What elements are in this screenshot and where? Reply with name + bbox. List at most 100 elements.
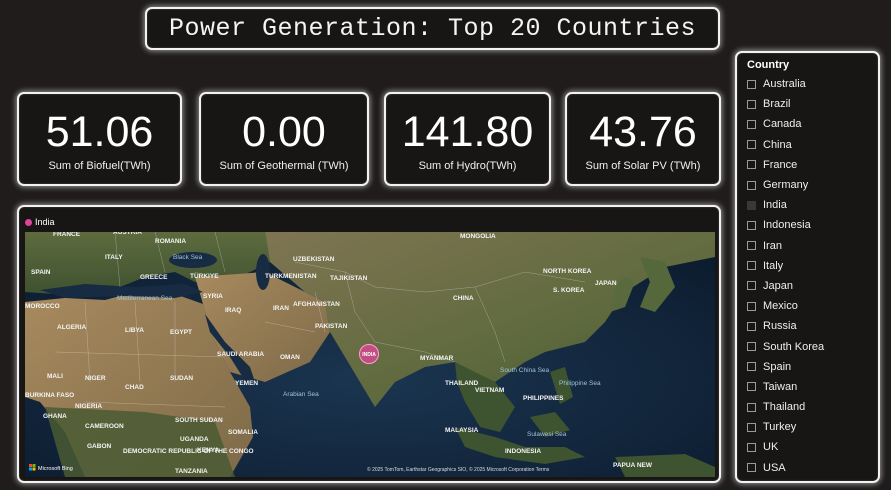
card-value: 43.76 [589,108,697,156]
map-label-arabian-sea: Arabian Sea [283,391,319,398]
checkbox-icon[interactable] [747,463,756,473]
map-label-iraq: IRAQ [225,307,241,314]
slicer-option-india[interactable]: India [747,195,878,215]
slicer-option-brazil[interactable]: Brazil [747,94,878,114]
map-label-syria: SYRIA [203,293,223,300]
card-hydro[interactable]: 141.80 Sum of Hydro(TWh) [384,92,551,186]
checkbox-icon[interactable] [747,301,756,311]
checkbox-icon[interactable] [747,281,756,291]
checkbox-icon[interactable] [747,160,756,170]
map-label-s-korea: S. KOREA [553,287,585,294]
slicer-option-mexico[interactable]: Mexico [747,296,878,316]
map-label-vietnam: VIETNAM [475,387,504,394]
slicer-option-italy[interactable]: Italy [747,256,878,276]
water-black-sea [169,252,217,268]
map-label-south-sudan: SOUTH SUDAN [175,417,223,424]
card-value: 141.80 [401,108,534,156]
slicer-option-canada[interactable]: Canada [747,114,878,134]
map-label-t-rkiye: TÜRKIYE [190,271,219,280]
checkbox-icon[interactable] [747,99,756,109]
checkbox-icon[interactable] [747,200,756,210]
map-label-mongolia: MONGOLIA [460,233,496,240]
checkbox-icon[interactable] [747,402,756,412]
checkbox-icon[interactable] [747,140,756,150]
bing-label: Microsoft Bing [38,466,73,472]
slicer-option-taiwan[interactable]: Taiwan [747,377,878,397]
checkbox-icon[interactable] [747,119,756,129]
map-canvas[interactable]: INDIA FRANCE AUSTRIA ROMANIA ITALY SPAIN GREE… [25,232,715,477]
map-place-labels: FRANCE AUSTRIA ROMANIA ITALY SPAIN GREECE TÜRK… [25,232,653,475]
map-label-nigeria: NIGERIA [75,403,102,410]
india-bubble[interactable] [359,344,379,364]
card-label: Sum of Geothermal (TWh) [219,160,349,172]
checkbox-icon[interactable] [747,180,756,190]
map-label-japan: JAPAN [595,280,617,287]
slicer-option-label: Indonesia [763,219,811,232]
satellite-map[interactable]: INDIA FRANCE AUSTRIA ROMANIA ITALY SPAIN GREE… [25,232,715,477]
slicer-option-japan[interactable]: Japan [747,276,878,296]
slicer-option-label: China [763,138,792,151]
map-label-france: FRANCE [53,232,81,238]
checkbox-icon[interactable] [747,362,756,372]
map-label-morocco: MOROCCO [25,303,60,310]
slicer-option-label: Mexico [763,300,798,313]
map-label-oman: OMAN [280,354,300,361]
map-label-china: CHINA [453,295,474,302]
land-asia [265,232,715,407]
land-central-africa [45,407,235,477]
checkbox-icon[interactable] [747,321,756,331]
map-label-egypt: EGYPT [170,329,192,336]
slicer-option-spain[interactable]: Spain [747,357,878,377]
slicer-option-usa[interactable]: USA [747,458,878,478]
land-philippines [550,367,573,404]
slicer-option-russia[interactable]: Russia [747,316,878,336]
slicer-option-iran[interactable]: Iran [747,236,878,256]
checkbox-icon[interactable] [747,342,756,352]
slicer-option-turkey[interactable]: Turkey [747,417,878,437]
slicer-option-label: UK [763,441,779,454]
map-attribution: © 2025 TomTom, Earthstar Geographics SIO… [367,466,550,473]
checkbox-icon[interactable] [747,241,756,251]
checkbox-icon[interactable] [747,79,756,89]
checkbox-icon[interactable] [747,220,756,230]
checkbox-icon[interactable] [747,442,756,452]
map-label-mediterranean-sea: Mediterranean Sea [117,295,173,302]
map-label-philippines: PHILIPPINES [523,395,564,402]
checkbox-icon[interactable] [747,422,756,432]
slicer-option-france[interactable]: France [747,155,878,175]
slicer-option-south-korea[interactable]: South Korea [747,336,878,356]
map-label-uzbekistan: UZBEKISTAN [293,256,335,263]
slicer-option-label: France [763,158,798,171]
map-label-democratic-republic-of-the-congo: DEMOCRATIC REPUBLIC OF THE CONGO [123,448,254,455]
card-label: Sum of Biofuel(TWh) [48,160,151,172]
map-label-iran: IRAN [273,305,289,312]
map-label-sulawesi-sea: Sulawesi Sea [527,431,567,438]
slicer-option-australia[interactable]: Australia [747,74,878,94]
card-geothermal[interactable]: 0.00 Sum of Geothermal (TWh) [199,92,369,186]
checkbox-icon[interactable] [747,382,756,392]
map-visual[interactable]: India [17,205,721,483]
land-borneo [530,412,570,437]
card-label: Sum of Solar PV (TWh) [585,160,701,172]
card-solar-pv[interactable]: 43.76 Sum of Solar PV (TWh) [565,92,721,186]
slicer-option-label: Italy [763,259,784,272]
map-label-cameroon: CAMEROON [85,423,124,430]
dashboard-title: Power Generation: Top 20 Countries [168,14,697,43]
slicer-option-label: Spain [763,360,792,373]
slicer-option-indonesia[interactable]: Indonesia [747,215,878,235]
map-label-greece: GREECE [140,274,168,281]
land-indonesia [455,427,585,464]
india-bubble-label: INDIA [362,352,376,358]
water-mediterranean [40,284,203,298]
slicer-option-china[interactable]: China [747,135,878,155]
slicer-option-germany[interactable]: Germany [747,175,878,195]
card-biofuel[interactable]: 51.06 Sum of Biofuel(TWh) [17,92,182,186]
slicer-option-thailand[interactable]: Thailand [747,397,878,417]
slicer-option-uk[interactable]: UK [747,437,878,457]
slicer-option-label: Australia [763,78,806,91]
map-label-spain: SPAIN [31,269,51,276]
slicer-option-label: India [763,199,787,212]
slicer-option-label: Russia [763,320,797,333]
map-label-tajikistan: TAJIKISTAN [330,275,368,282]
checkbox-icon[interactable] [747,261,756,271]
